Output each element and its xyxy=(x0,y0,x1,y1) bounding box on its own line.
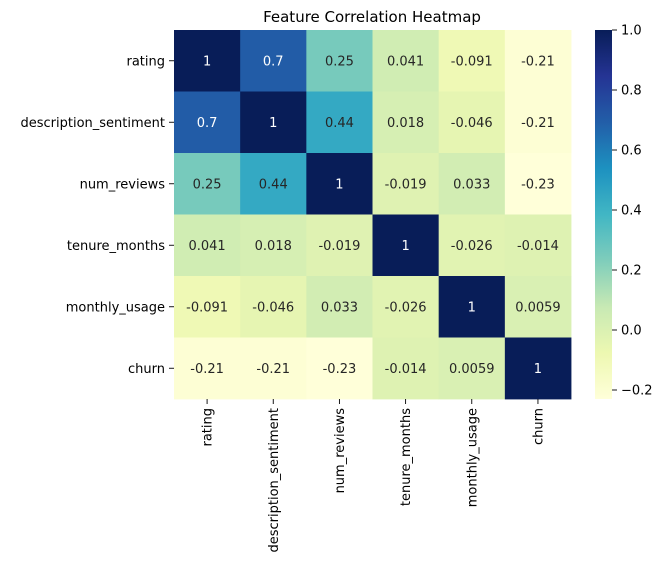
heatmap-cell xyxy=(306,30,373,92)
cell-annotation: -0.091 xyxy=(186,300,228,315)
heatmap-cell xyxy=(372,337,440,400)
cell-annotation: 0.041 xyxy=(387,54,424,69)
cell-annotation: -0.019 xyxy=(318,239,360,254)
cell-annotation: 0.041 xyxy=(188,239,225,254)
y-tick-label: churn xyxy=(128,362,165,377)
heatmap-cell xyxy=(306,337,373,400)
heatmap-cell xyxy=(240,214,307,277)
cell-annotation: 0.0059 xyxy=(515,300,561,315)
colorbar-tick-label: −0.2 xyxy=(621,384,653,399)
cell-annotation: 0.033 xyxy=(453,177,490,192)
heatmap-cell xyxy=(504,214,572,277)
cell-annotation: -0.026 xyxy=(385,300,427,315)
cell-annotation: 0.7 xyxy=(197,116,218,131)
cell-annotation: 0.44 xyxy=(259,177,288,192)
heatmap-cell xyxy=(240,153,307,215)
colorbar-tick-label: 0.6 xyxy=(621,144,642,159)
heatmap-cell xyxy=(504,91,572,154)
heatmap-cell xyxy=(372,153,440,215)
colorbar: 1.0 0.8 0.6 0.4 0.2 0.0 −0.2 xyxy=(595,24,653,399)
cell-annotation: 1 xyxy=(534,362,542,377)
heatmap-cell xyxy=(174,214,241,277)
cell-annotation: -0.21 xyxy=(521,116,555,131)
y-tick-label: rating xyxy=(126,54,165,69)
colorbar-tick-label: 0.4 xyxy=(621,204,642,219)
colorbar-tick-label: 0.8 xyxy=(621,84,642,99)
cell-annotation: 0.018 xyxy=(387,116,424,131)
heatmap-cell xyxy=(174,276,241,338)
cell-annotation: -0.019 xyxy=(385,177,427,192)
heatmap-cell xyxy=(306,214,373,277)
heatmap-cell xyxy=(174,337,241,400)
cell-annotation: -0.046 xyxy=(252,300,294,315)
cell-annotation: 1 xyxy=(335,177,343,192)
cell-annotation: 0.25 xyxy=(193,177,222,192)
y-tick-label: monthly_usage xyxy=(66,300,165,315)
colorbar-tick-label: 0.0 xyxy=(621,324,642,339)
y-tick-label: tenure_months xyxy=(67,239,165,254)
heatmap-cell xyxy=(438,214,506,277)
heatmap-cell xyxy=(240,276,307,338)
y-tick-label: num_reviews xyxy=(80,177,166,192)
cell-annotation: -0.21 xyxy=(190,362,224,377)
heatmap-cell xyxy=(372,276,440,338)
cell-annotation: 1 xyxy=(203,54,211,69)
x-tick-label: description_sentiment xyxy=(267,408,282,553)
heatmap-cell xyxy=(504,30,572,92)
cell-annotation: 0.25 xyxy=(325,54,354,69)
cell-annotation: 1 xyxy=(401,239,409,254)
x-tick-label: rating xyxy=(201,408,216,447)
heatmap-cell xyxy=(438,337,506,400)
cell-annotation: -0.046 xyxy=(451,116,493,131)
heatmap-cell xyxy=(504,153,572,215)
cell-annotation: 0.7 xyxy=(263,54,284,69)
heatmap-cell xyxy=(372,214,440,277)
cell-annotation: -0.091 xyxy=(451,54,493,69)
colorbar-gradient xyxy=(595,30,612,399)
cell-annotation: -0.21 xyxy=(256,362,290,377)
heatmap-cell xyxy=(372,30,440,92)
x-axis: rating description_sentiment num_reviews te… xyxy=(201,399,546,553)
cell-annotations: 1 0.7 0.25 0.041 -0.091 -0.21 0.7 1 0.44 0.018 -0.… xyxy=(186,54,561,377)
x-tick-label: monthly_usage xyxy=(465,408,480,507)
x-tick-label: num_reviews xyxy=(333,408,348,494)
y-axis: rating description_sentiment num_reviewste… xyxy=(21,54,174,377)
cell-annotation: -0.014 xyxy=(385,362,427,377)
heatmap-cell xyxy=(306,276,373,338)
heatmap-cell xyxy=(240,30,307,92)
heatmap-cell xyxy=(240,91,307,154)
heatmap-cell xyxy=(306,153,373,215)
heatmap-cell xyxy=(174,153,241,215)
cell-annotation: 0.018 xyxy=(255,239,292,254)
heatmap-cell xyxy=(504,276,572,338)
y-tick-label: description_sentiment xyxy=(21,116,166,131)
heatmap-cell xyxy=(438,30,506,92)
heatmap-cell xyxy=(438,153,506,215)
cell-annotation: 0.033 xyxy=(321,300,358,315)
heatmap-cell xyxy=(306,91,373,154)
heatmap-cell xyxy=(438,91,506,154)
cell-annotation: -0.026 xyxy=(451,239,493,254)
cell-annotation: -0.23 xyxy=(521,177,555,192)
heatmap-cell xyxy=(240,337,307,400)
x-tick-label: tenure_months xyxy=(399,408,414,506)
cell-annotation: -0.21 xyxy=(521,54,555,69)
x-tick-label: churn xyxy=(531,408,546,445)
chart-title: Feature Correlation Heatmap xyxy=(263,8,481,26)
colorbar-tick-label: 1.0 xyxy=(621,24,642,39)
colorbar-tick-label: 0.2 xyxy=(621,264,642,279)
heatmap-cell xyxy=(174,91,241,154)
heatmap-cell xyxy=(372,91,440,154)
cell-annotation: -0.23 xyxy=(323,362,357,377)
cell-annotation: -0.014 xyxy=(517,239,559,254)
heatmap-cell xyxy=(174,30,241,92)
heatmap-cell xyxy=(438,276,506,338)
cell-annotation: 0.0059 xyxy=(449,362,495,377)
cell-annotation: 0.44 xyxy=(325,116,354,131)
cell-annotation: 1 xyxy=(468,300,476,315)
heatmap-cell xyxy=(504,337,572,400)
heatmap-cells xyxy=(174,30,572,400)
cell-annotation: 1 xyxy=(269,116,277,131)
